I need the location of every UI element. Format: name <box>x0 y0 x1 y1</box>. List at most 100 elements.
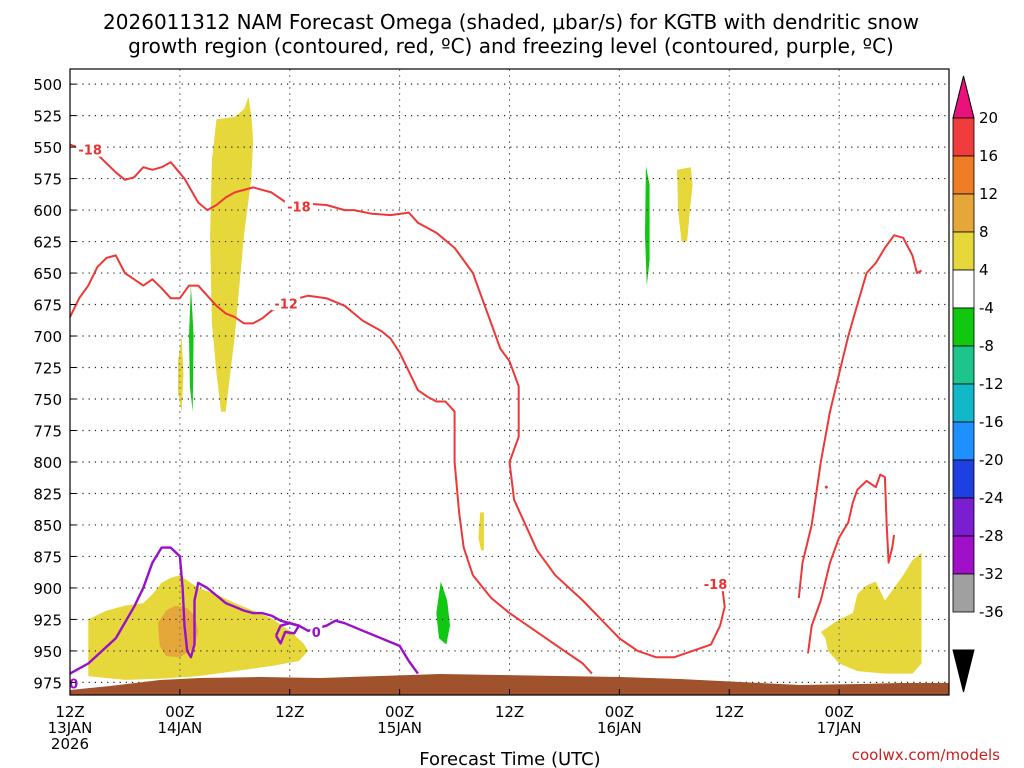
colorbar-label-12: -32 <box>979 565 1004 583</box>
y-tick-label-0: 500 <box>33 76 62 94</box>
omega-area-23 <box>917 361 924 475</box>
contour-label-2: -12 <box>274 297 298 312</box>
omega-area-2 <box>210 96 254 412</box>
x-tick-label-7-1: 17JAN <box>817 719 862 737</box>
y-tick-label-6: 650 <box>33 265 62 283</box>
contour-label-bg-0 <box>76 141 105 157</box>
freezing-level-loop <box>274 622 301 645</box>
x-tick-label-5-1: 16JAN <box>597 719 642 737</box>
y-tick-label-1: 525 <box>33 108 62 126</box>
y-tick-label-5: 625 <box>33 234 62 252</box>
colorbar-band-7 <box>952 345 975 385</box>
y-tick-label-17: 925 <box>33 611 62 629</box>
omega-area-17 <box>532 562 552 624</box>
contour-label-bg-3 <box>701 576 730 592</box>
contour-label-3: -18 <box>704 578 728 593</box>
colorbar-label-9: -20 <box>979 451 1004 469</box>
x-tick-label-3-1: 15JAN <box>377 719 422 737</box>
colorbar-band-13 <box>952 573 975 613</box>
colorbar-label-13: -36 <box>979 603 1004 621</box>
colorbar-label-4: 4 <box>979 261 989 279</box>
colorbar-label-6: -8 <box>979 337 994 355</box>
y-axis: 500 525 550 575 600 625 650 675 700 725 750 775 800 8… <box>33 76 76 692</box>
colorbar-band-11 <box>952 497 975 537</box>
x-tick-label-1-0: 00Z <box>165 703 194 721</box>
y-tick-label-10: 750 <box>33 391 62 409</box>
colorbar-band-12 <box>952 535 975 575</box>
contour-layer: -18 -18 -12 -18 0 0 <box>67 141 922 693</box>
colorbar-label-10: -24 <box>979 489 1004 507</box>
contour-right-lower <box>807 473 896 654</box>
y-tick-label-14: 850 <box>33 517 62 535</box>
omega-area-12 <box>501 197 510 242</box>
contour-label-1: -18 <box>287 200 311 215</box>
omega-area-21 <box>677 167 693 242</box>
omega-area-1 <box>157 605 199 658</box>
contour-right-upper <box>797 234 922 599</box>
chart-title-line-2: growth region (contoured, red, ºC) and f… <box>128 34 894 58</box>
x-tick-label-1-1: 14JAN <box>158 719 203 737</box>
colorbar-band-9 <box>952 421 975 461</box>
y-tick-label-19: 975 <box>33 674 62 692</box>
colorbar-band-2 <box>952 155 975 195</box>
colorbar-band-4 <box>952 231 975 271</box>
omega-area-0 <box>88 575 309 680</box>
y-tick-label-18: 950 <box>33 643 62 661</box>
omega-area-5 <box>168 62 179 192</box>
colorbar-label-5: -4 <box>979 299 994 317</box>
omega-area-9 <box>467 62 479 122</box>
x-tick-label-0-0: 12Z <box>55 703 84 721</box>
contour-label-bg-4 <box>67 675 80 691</box>
omega-area-11 <box>426 411 448 483</box>
colorbar-band-8 <box>952 383 975 423</box>
credit-text: coolwx.com/models <box>852 746 1000 764</box>
colorbar-band-1 <box>952 117 975 157</box>
colorbar-band-6 <box>952 307 975 347</box>
plot-area: -18 -18 -12 -18 0 0 <box>67 62 950 696</box>
y-tick-label-9: 725 <box>33 360 62 378</box>
contour-label-bg-2 <box>272 295 301 311</box>
colorbar-label-7: -12 <box>979 375 1004 393</box>
y-tick-label-3: 575 <box>33 171 62 189</box>
y-tick-label-7: 675 <box>33 297 62 315</box>
y-tick-label-16: 900 <box>33 580 62 598</box>
colorbar-band-10 <box>952 459 975 499</box>
y-tick-label-15: 875 <box>33 548 62 566</box>
contour-label-bg-5 <box>310 624 323 640</box>
chart-title-line-1: 2026011312 NAM Forecast Omega (shaded, μ… <box>103 10 919 34</box>
omega-area-8 <box>417 62 439 85</box>
colorbar-top-triangle <box>952 75 975 119</box>
y-tick-label-8: 700 <box>33 328 62 346</box>
omega-area-20 <box>619 650 638 666</box>
y-tick-label-13: 825 <box>33 485 62 503</box>
colorbar-label-0: 20 <box>979 109 998 127</box>
freezing-level-contour <box>69 546 419 675</box>
x-tick-label-7-0: 00Z <box>824 703 853 721</box>
colorbar-band-5 <box>952 269 975 309</box>
x-tick-label-6-0: 12Z <box>715 703 744 721</box>
contour-label-4: 0 <box>69 678 78 693</box>
colorbar-bottom-triangle <box>952 649 975 693</box>
omega-area-16 <box>493 572 515 661</box>
grid-layer <box>70 69 949 695</box>
omega-area-14 <box>436 581 450 645</box>
x-tick-label-2-0: 12Z <box>275 703 304 721</box>
contour-label-5: 0 <box>312 626 321 641</box>
omega-area-15 <box>478 512 484 551</box>
contour-dot <box>824 485 828 489</box>
omega-area-3 <box>178 336 184 412</box>
y-tick-label-11: 775 <box>33 422 62 440</box>
contour-minus12 <box>69 254 593 675</box>
omega-area-22 <box>820 552 922 674</box>
x-tick-label-3-0: 00Z <box>385 703 414 721</box>
colorbar-label-8: -16 <box>979 413 1004 431</box>
omega-area-7 <box>189 285 194 412</box>
colorbar-label-1: 16 <box>979 147 998 165</box>
omega-area-4 <box>139 62 147 160</box>
x-tick-label-0-1: 13JAN <box>48 719 93 737</box>
x-tick-label-0-2: 2026 <box>51 735 89 753</box>
colorbar-band-3 <box>952 193 975 233</box>
x-axis-title: Forecast Time (UTC) <box>419 749 600 768</box>
omega-area-10 <box>500 310 531 425</box>
